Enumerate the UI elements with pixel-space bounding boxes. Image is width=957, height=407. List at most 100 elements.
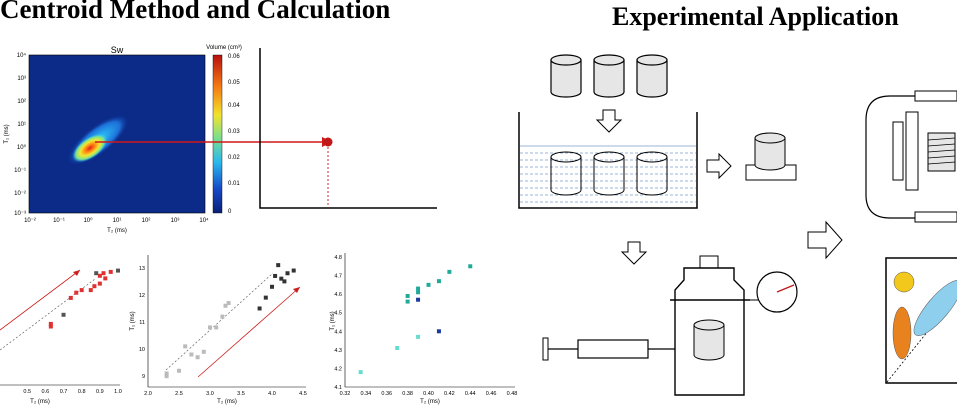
y-tick: 10⁰ [17,144,27,151]
scatter-plot-2: 2.0 2.5 3.0 3.5 4.0 4.5 9 10 11 12 13 T₁ (ms) T₂ (… [130,255,307,405]
scatter-point [226,301,231,306]
x-tick: 10³ [171,218,180,224]
scatter-point [291,268,296,273]
arrow-down-icon [620,241,648,265]
y-tick: 10⁻² [14,191,26,197]
scatter-point [416,290,421,295]
scatter-point [183,344,188,349]
scatter-point [201,349,206,354]
cylinder-sample [593,54,625,98]
y-tick: 13 [139,266,145,272]
scatter-point [223,303,228,308]
scatter-point [279,276,284,281]
x-tick: 0.32 [340,391,351,397]
scatter-point [358,370,363,375]
y-tick: 10¹ [17,122,26,128]
scatter-plot-1: 0.5 0.6 0.7 0.8 0.9 1.0 T₂ (ms) [0,268,122,405]
scatter-3-xlabel: T₂ (ms) [420,399,440,405]
colorbar-title: Volume (cm³) [206,45,242,51]
x-tick: 2.5 [175,391,183,397]
heatmap-xlabel: T₂ (ms) [107,228,127,234]
scatter-point [68,295,73,300]
x-tick: 0.34 [361,391,372,397]
scatter-2-xlabel: T₂ (ms) [217,399,237,405]
heatmap-peak [72,133,108,163]
heatmap-ylabel: T₁ (ms) [4,124,10,143]
x-tick: 0.40 [423,391,434,397]
colorbar-tick: 0.02 [228,155,240,161]
x-tick: 0.46 [486,391,497,397]
y-tick: 9 [142,374,145,380]
pressure-gauge-icon [744,271,798,313]
x-tick: 0.36 [381,391,392,397]
sample-on-stage [745,132,797,181]
nmr-instrument [865,90,957,223]
x-tick: 0.6 [42,389,50,395]
x-tick: 10⁰ [83,217,93,224]
colorbar-tick: 0.01 [228,181,240,187]
colorbar-tick: 0.06 [228,54,240,60]
y-tick: 12 [139,293,145,299]
y-tick: 10⁻¹ [14,168,26,174]
x-tick: 3.5 [237,391,245,397]
y-tick: 4.5 [334,311,342,317]
scatter-point [97,273,102,278]
x-tick: 4.5 [299,391,307,397]
scatter-point [447,269,452,274]
y-tick: 4.2 [334,366,342,372]
heatmap-title: Sw [111,45,124,55]
colorbar-ticks: 0.06 0.05 0.04 0.03 0.02 0.01 0 [228,54,240,215]
y-tick: 10 [139,347,145,353]
scatter-point [273,273,278,278]
y-tick: 10³ [17,76,26,82]
arrow-right-icon [706,152,732,180]
x-tick: 0.8 [78,389,86,395]
arrow-down-icon [595,109,623,133]
y-tick: 10⁻³ [14,211,26,217]
scatter-point [94,271,99,276]
x-tick: 2.0 [144,391,152,397]
y-tick: 4.1 [334,385,342,391]
scatter-point [263,295,268,300]
x-tick: 10⁻² [24,218,36,224]
y-tick: 4.3 [334,348,342,354]
water-bath [518,112,698,209]
colorbar-tick: 0.03 [228,129,240,135]
scatter-point [48,324,53,329]
scatter-point [436,279,441,284]
scatter-point [405,299,410,304]
colorbar-tick: 0.04 [228,103,240,109]
scatter-plot-3: 0.32 0.34 0.36 0.38 0.40 0.42 0.44 0.46 0.48 4.1 4… [330,253,518,405]
scatter-point [164,374,169,379]
scatter-point [276,263,281,268]
pressure-vessel [670,255,750,396]
colorbar-tick: 0 [228,209,232,215]
scatter-point [189,352,194,357]
scatter-point [416,297,421,302]
scatter-point [214,325,219,330]
y-tick: 11 [139,320,145,326]
x-tick: 0.38 [402,391,413,397]
scatter-point [79,288,84,293]
scatter-point [220,314,225,319]
colorbar [212,54,223,214]
scatter-point [108,269,113,274]
x-tick: 0.42 [444,391,455,397]
scatter-point [270,284,274,289]
x-tick: 3.0 [206,391,214,397]
x-tick: 0.44 [465,391,476,397]
x-tick: 0.5 [23,389,31,395]
y-tick: 4.8 [334,255,342,261]
scatter-point [468,264,473,269]
scatter-point [103,276,108,281]
left-section-title: Centroid Method and Calculation [0,0,391,24]
x-tick: 1.0 [114,389,122,395]
centroid-point [323,137,333,147]
cylinder-sample [636,54,668,98]
scatter-point [74,290,79,295]
result-map [885,257,957,384]
scatter-point [92,284,97,289]
x-tick: 0.48 [507,391,518,397]
